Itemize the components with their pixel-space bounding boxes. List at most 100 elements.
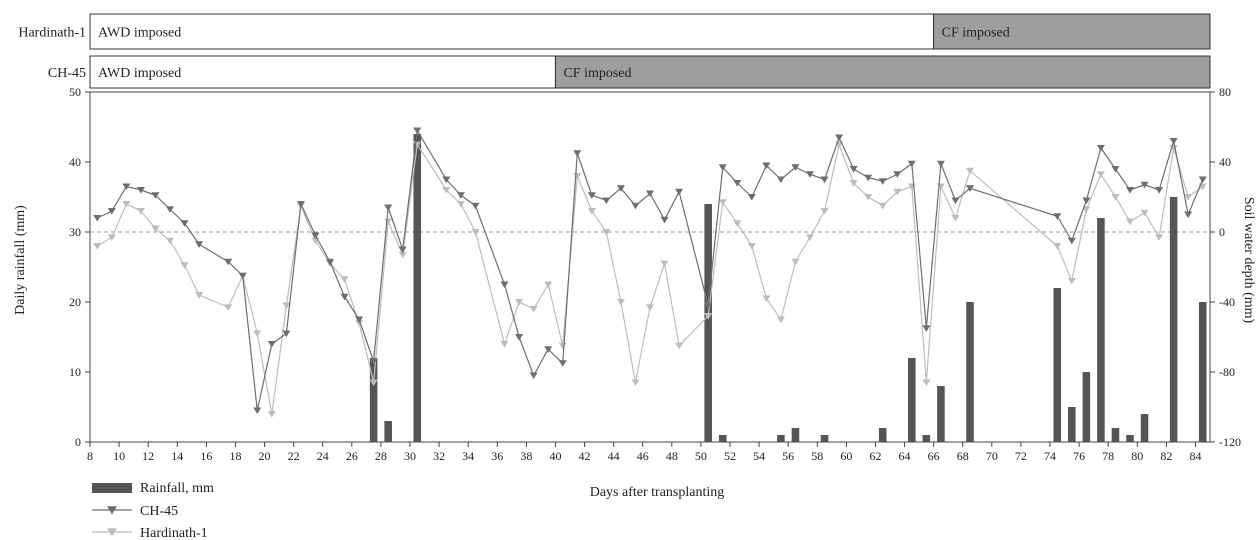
series-point-hardinath-1 (253, 330, 262, 338)
series-point-hardinath-1 (791, 258, 800, 266)
x-tick-label: 32 (433, 449, 445, 463)
x-tick-label: 66 (928, 449, 940, 463)
regime-segment-label: AWD imposed (98, 26, 181, 41)
series-point-ch-45 (660, 216, 669, 224)
series-point-hardinath-1 (544, 281, 553, 289)
x-tick-label: 14 (171, 449, 183, 463)
x-tick-label: 58 (811, 449, 823, 463)
series-point-ch-45 (587, 192, 596, 199)
series-point-hardinath-1 (151, 225, 160, 233)
series-point-hardinath-1 (340, 276, 349, 283)
series-point-ch-45 (1067, 237, 1076, 245)
regime-segment (933, 13, 1211, 50)
series-point-ch-45 (296, 201, 305, 208)
series-point-ch-45 (558, 360, 567, 367)
series-point-ch-45 (340, 293, 349, 301)
series-point-ch-45 (907, 160, 916, 168)
legend-rainfall-label: Rainfall, mm (140, 481, 214, 496)
series-point-ch-45 (1184, 211, 1193, 219)
series-point-ch-45 (646, 190, 654, 198)
series-point-ch-45 (253, 407, 262, 415)
series-point-hardinath-1 (384, 218, 393, 226)
x-tick-label: 84 (1189, 449, 1201, 463)
x-tick-label: 38 (520, 449, 532, 463)
y-right-tick-label: 80 (1219, 85, 1231, 99)
rainfall-bar (966, 302, 974, 442)
series-point-hardinath-1 (893, 188, 902, 196)
x-tick-label: 78 (1102, 449, 1114, 463)
regime-segment (89, 55, 556, 89)
series-point-ch-45 (1140, 181, 1149, 189)
series-point-hardinath-1 (500, 341, 509, 348)
series-point-hardinath-1 (515, 299, 524, 306)
series-point-hardinath-1 (282, 302, 291, 310)
rainfall-bar (1126, 435, 1134, 442)
series-point-hardinath-1 (806, 234, 814, 241)
legend-series-label: Hardinath-1 (140, 526, 208, 540)
series-point-hardinath-1 (718, 199, 727, 206)
series-point-ch-45 (849, 166, 858, 173)
rainfall-bar (820, 435, 829, 442)
legend-rainfall-swatch (92, 483, 132, 493)
series-point-hardinath-1 (1067, 278, 1076, 285)
series-point-hardinath-1 (1096, 171, 1105, 178)
series-point-hardinath-1 (616, 299, 625, 306)
series-point-ch-45 (631, 202, 640, 210)
series-point-hardinath-1 (733, 220, 742, 227)
rainfall-bar (704, 204, 712, 442)
x-tick-label: 54 (753, 449, 765, 463)
y-right-tick-label: 0 (1219, 225, 1225, 239)
y-axis-left-label: Daily rainfall (mm) (13, 205, 28, 315)
series-point-hardinath-1 (602, 229, 611, 236)
series-point-ch-45 (864, 174, 873, 182)
series-point-hardinath-1 (1155, 234, 1164, 241)
series-point-ch-45 (151, 192, 160, 199)
series-point-hardinath-1 (1111, 194, 1120, 201)
rainfall-bar (413, 134, 422, 442)
y-left-tick-label: 10 (69, 365, 81, 379)
series-point-hardinath-1 (1140, 209, 1149, 217)
series-point-hardinath-1 (267, 411, 276, 418)
rainfall-bar (922, 435, 931, 442)
x-tick-label: 8 (87, 449, 93, 463)
series-point-ch-45 (936, 160, 945, 168)
series-point-hardinath-1 (573, 173, 582, 180)
series-point-ch-45 (1082, 197, 1091, 205)
series-point-ch-45 (922, 325, 931, 332)
series-point-hardinath-1 (93, 243, 102, 250)
x-tick-label: 26 (346, 449, 358, 463)
series-point-ch-45 (1053, 213, 1062, 220)
series-point-hardinath-1 (471, 229, 480, 236)
y-right-tick-label: -40 (1219, 295, 1235, 309)
y-left-tick-label: 40 (69, 155, 81, 169)
series-point-ch-45 (966, 185, 974, 192)
x-tick-label: 50 (695, 449, 707, 463)
series-point-ch-45 (1126, 187, 1134, 194)
series-point-ch-45 (791, 164, 800, 171)
x-tick-label: 74 (1044, 449, 1056, 463)
series-point-hardinath-1 (166, 237, 174, 245)
x-tick-label: 10 (113, 449, 125, 463)
x-tick-label: 40 (549, 449, 561, 463)
x-axis-label: Days after transplanting (590, 485, 725, 500)
rainfall-bar (1053, 288, 1062, 442)
series-point-ch-45 (267, 341, 276, 348)
legend-series-label: CH-45 (140, 504, 178, 519)
rainfall-bar (1169, 197, 1178, 442)
series-point-hardinath-1 (864, 194, 873, 201)
regime-segment-label: CF imposed (942, 26, 1010, 41)
series-point-hardinath-1 (442, 187, 451, 194)
series-point-hardinath-1 (587, 208, 596, 215)
series-point-ch-45 (893, 171, 902, 178)
regime-segment-label: CF imposed (563, 66, 631, 81)
series-point-ch-45 (180, 220, 189, 227)
y-left-tick-label: 30 (69, 225, 81, 239)
x-tick-label: 30 (404, 449, 416, 463)
series-point-ch-45 (224, 258, 233, 266)
x-tick-label: 18 (229, 449, 241, 463)
regime-segment-label: AWD imposed (98, 66, 181, 81)
rainfall-bars (369, 134, 1207, 442)
x-tick-label: 46 (637, 449, 649, 463)
series-point-hardinath-1 (747, 243, 756, 250)
